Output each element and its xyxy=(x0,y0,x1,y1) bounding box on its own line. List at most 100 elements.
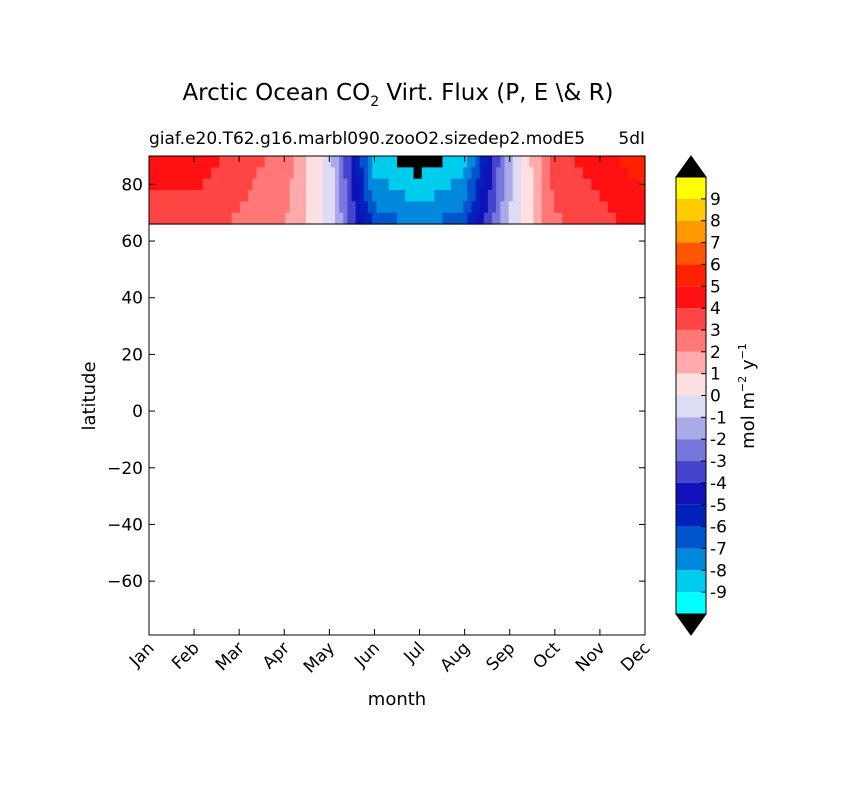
flux-cell xyxy=(459,178,464,191)
flux-cell xyxy=(347,201,353,214)
flux-cell xyxy=(330,201,336,214)
flux-cell xyxy=(182,178,187,191)
flux-cell xyxy=(273,156,278,168)
flux-cell xyxy=(384,201,390,214)
flux-cell xyxy=(285,167,291,180)
flux-cell xyxy=(211,201,216,214)
flux-cell xyxy=(227,178,233,191)
flux-cell xyxy=(318,190,324,202)
flux-cell xyxy=(496,201,501,214)
flux-cell xyxy=(322,178,328,191)
flux-cell xyxy=(533,201,539,214)
flux-cell xyxy=(558,212,563,225)
flux-cell xyxy=(149,156,154,168)
flux-cell xyxy=(397,167,402,180)
flux-cell xyxy=(409,201,415,214)
flux-cell xyxy=(558,190,563,202)
flux-cell xyxy=(219,190,224,202)
flux-cell xyxy=(442,212,448,225)
flux-cell xyxy=(297,201,303,214)
flux-cell xyxy=(215,156,220,168)
flux-cell xyxy=(153,178,158,191)
flux-cell xyxy=(363,156,369,168)
colorbar-extend-under xyxy=(675,613,707,636)
flux-cell xyxy=(281,178,286,191)
flux-cell xyxy=(355,212,361,225)
flux-cell xyxy=(268,167,274,180)
flux-cell xyxy=(504,156,510,168)
flux-cell xyxy=(310,190,315,202)
x-tick-label: Mar xyxy=(212,638,249,675)
flux-cell xyxy=(198,178,204,191)
flux-cell xyxy=(450,156,456,168)
flux-cell xyxy=(421,156,427,168)
chart-title: Arctic Ocean CO2 Virt. Flux (P, E \& R) xyxy=(182,80,613,110)
flux-cell xyxy=(578,190,584,202)
flux-cell xyxy=(273,178,278,191)
flux-cell xyxy=(545,156,551,168)
flux-cell xyxy=(248,178,253,191)
chart-subtitle: giaf.e20.T62.g16.marbl090.zooO2.sizedep2… xyxy=(149,129,585,149)
flux-cell xyxy=(314,156,320,168)
flux-cell xyxy=(549,190,555,202)
flux-cell xyxy=(438,156,444,168)
flux-cell xyxy=(611,190,617,202)
flux-cell xyxy=(260,190,266,202)
x-tick-label: Dec xyxy=(617,638,654,675)
flux-cell xyxy=(496,178,501,191)
flux-cell xyxy=(401,190,406,202)
flux-cell xyxy=(318,212,324,225)
flux-cell xyxy=(632,190,638,202)
flux-cell xyxy=(475,167,481,180)
flux-cell xyxy=(351,167,357,180)
flux-cell xyxy=(277,178,282,191)
flux-cell xyxy=(177,212,183,225)
flux-cell xyxy=(256,178,262,191)
flux-cell xyxy=(537,156,543,168)
flux-cell xyxy=(628,190,634,202)
flux-cell xyxy=(194,156,200,168)
flux-cell xyxy=(508,156,514,168)
flux-cell xyxy=(397,201,402,214)
x-axis-label: month xyxy=(368,689,426,710)
colorbar-tick-label: -3 xyxy=(710,452,727,472)
flux-cell xyxy=(529,167,534,180)
flux-cell xyxy=(409,156,415,168)
flux-cell xyxy=(359,156,365,168)
flux-cell xyxy=(529,190,534,202)
flux-cell xyxy=(446,178,452,191)
flux-cell xyxy=(244,201,249,214)
flux-cell xyxy=(239,156,245,168)
flux-cell xyxy=(149,212,154,225)
flux-cell xyxy=(512,212,518,225)
flux-cell xyxy=(363,178,369,191)
flux-cell xyxy=(322,190,328,202)
flux-cell xyxy=(194,212,200,225)
flux-cell xyxy=(256,201,262,214)
flux-cell xyxy=(537,178,543,191)
flux-cell xyxy=(318,156,324,168)
flux-cell xyxy=(384,190,390,202)
flux-cell xyxy=(153,156,158,168)
flux-cell xyxy=(636,212,642,225)
flux-cell xyxy=(417,178,423,191)
flux-cell xyxy=(537,201,543,214)
flux-cell xyxy=(252,178,258,191)
flux-cell xyxy=(161,212,167,225)
flux-cell xyxy=(281,167,286,180)
colorbar-bin xyxy=(676,526,706,549)
flux-cell xyxy=(554,156,559,168)
flux-cell xyxy=(219,167,224,180)
flux-cell xyxy=(182,190,187,202)
flux-cell xyxy=(587,212,592,225)
flux-cell xyxy=(574,167,580,180)
flux-cell xyxy=(264,190,270,202)
flux-cell xyxy=(525,156,530,168)
flux-cell xyxy=(607,167,613,180)
flux-cell xyxy=(475,156,481,168)
flux-cell xyxy=(504,190,510,202)
flux-cell xyxy=(264,212,270,225)
flux-cell xyxy=(281,190,286,202)
flux-cell xyxy=(607,212,613,225)
